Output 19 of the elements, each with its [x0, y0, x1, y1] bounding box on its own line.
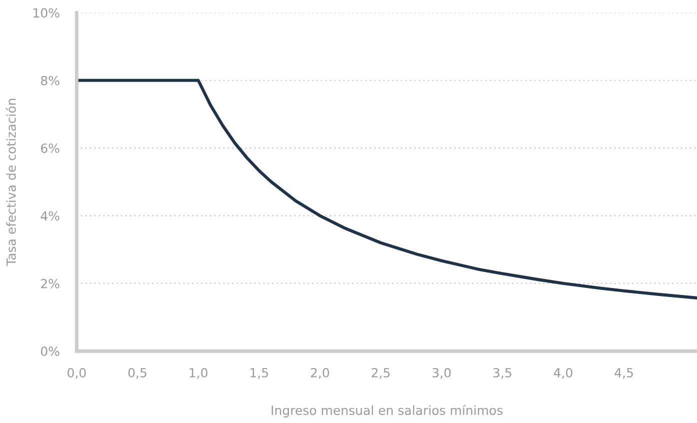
x-tick-label: 3,0: [432, 368, 451, 379]
x-axis-title: Ingreso mensual en salarios mínimos: [272, 404, 503, 418]
x-tick-label: 2,0: [310, 368, 330, 379]
y-axis-title: Tasa efectiva de cotización: [6, 98, 16, 266]
y-tick-label: 6%: [41, 144, 60, 153]
y-tick-label: 8%: [41, 76, 60, 86]
x-tick-label: 4,5: [614, 368, 633, 379]
x-tick-label: 0,0: [68, 368, 86, 379]
x-tick-label: 1,5: [250, 368, 268, 379]
line-series: [76, 78, 697, 300]
x-tick-label: 3,5: [493, 368, 512, 379]
y-tick-label: 2%: [41, 278, 60, 288]
x-tick-label: 1,0: [190, 368, 208, 379]
x-tick-label: 4,0: [554, 368, 572, 379]
x-tick-label: 2,5: [372, 368, 390, 379]
y-tick-label: 4%: [40, 211, 60, 221]
y-tick-label: 0%: [40, 346, 60, 356]
y-tick-label: 10%: [34, 8, 60, 18]
x-tick-label: 0,5: [128, 368, 146, 379]
